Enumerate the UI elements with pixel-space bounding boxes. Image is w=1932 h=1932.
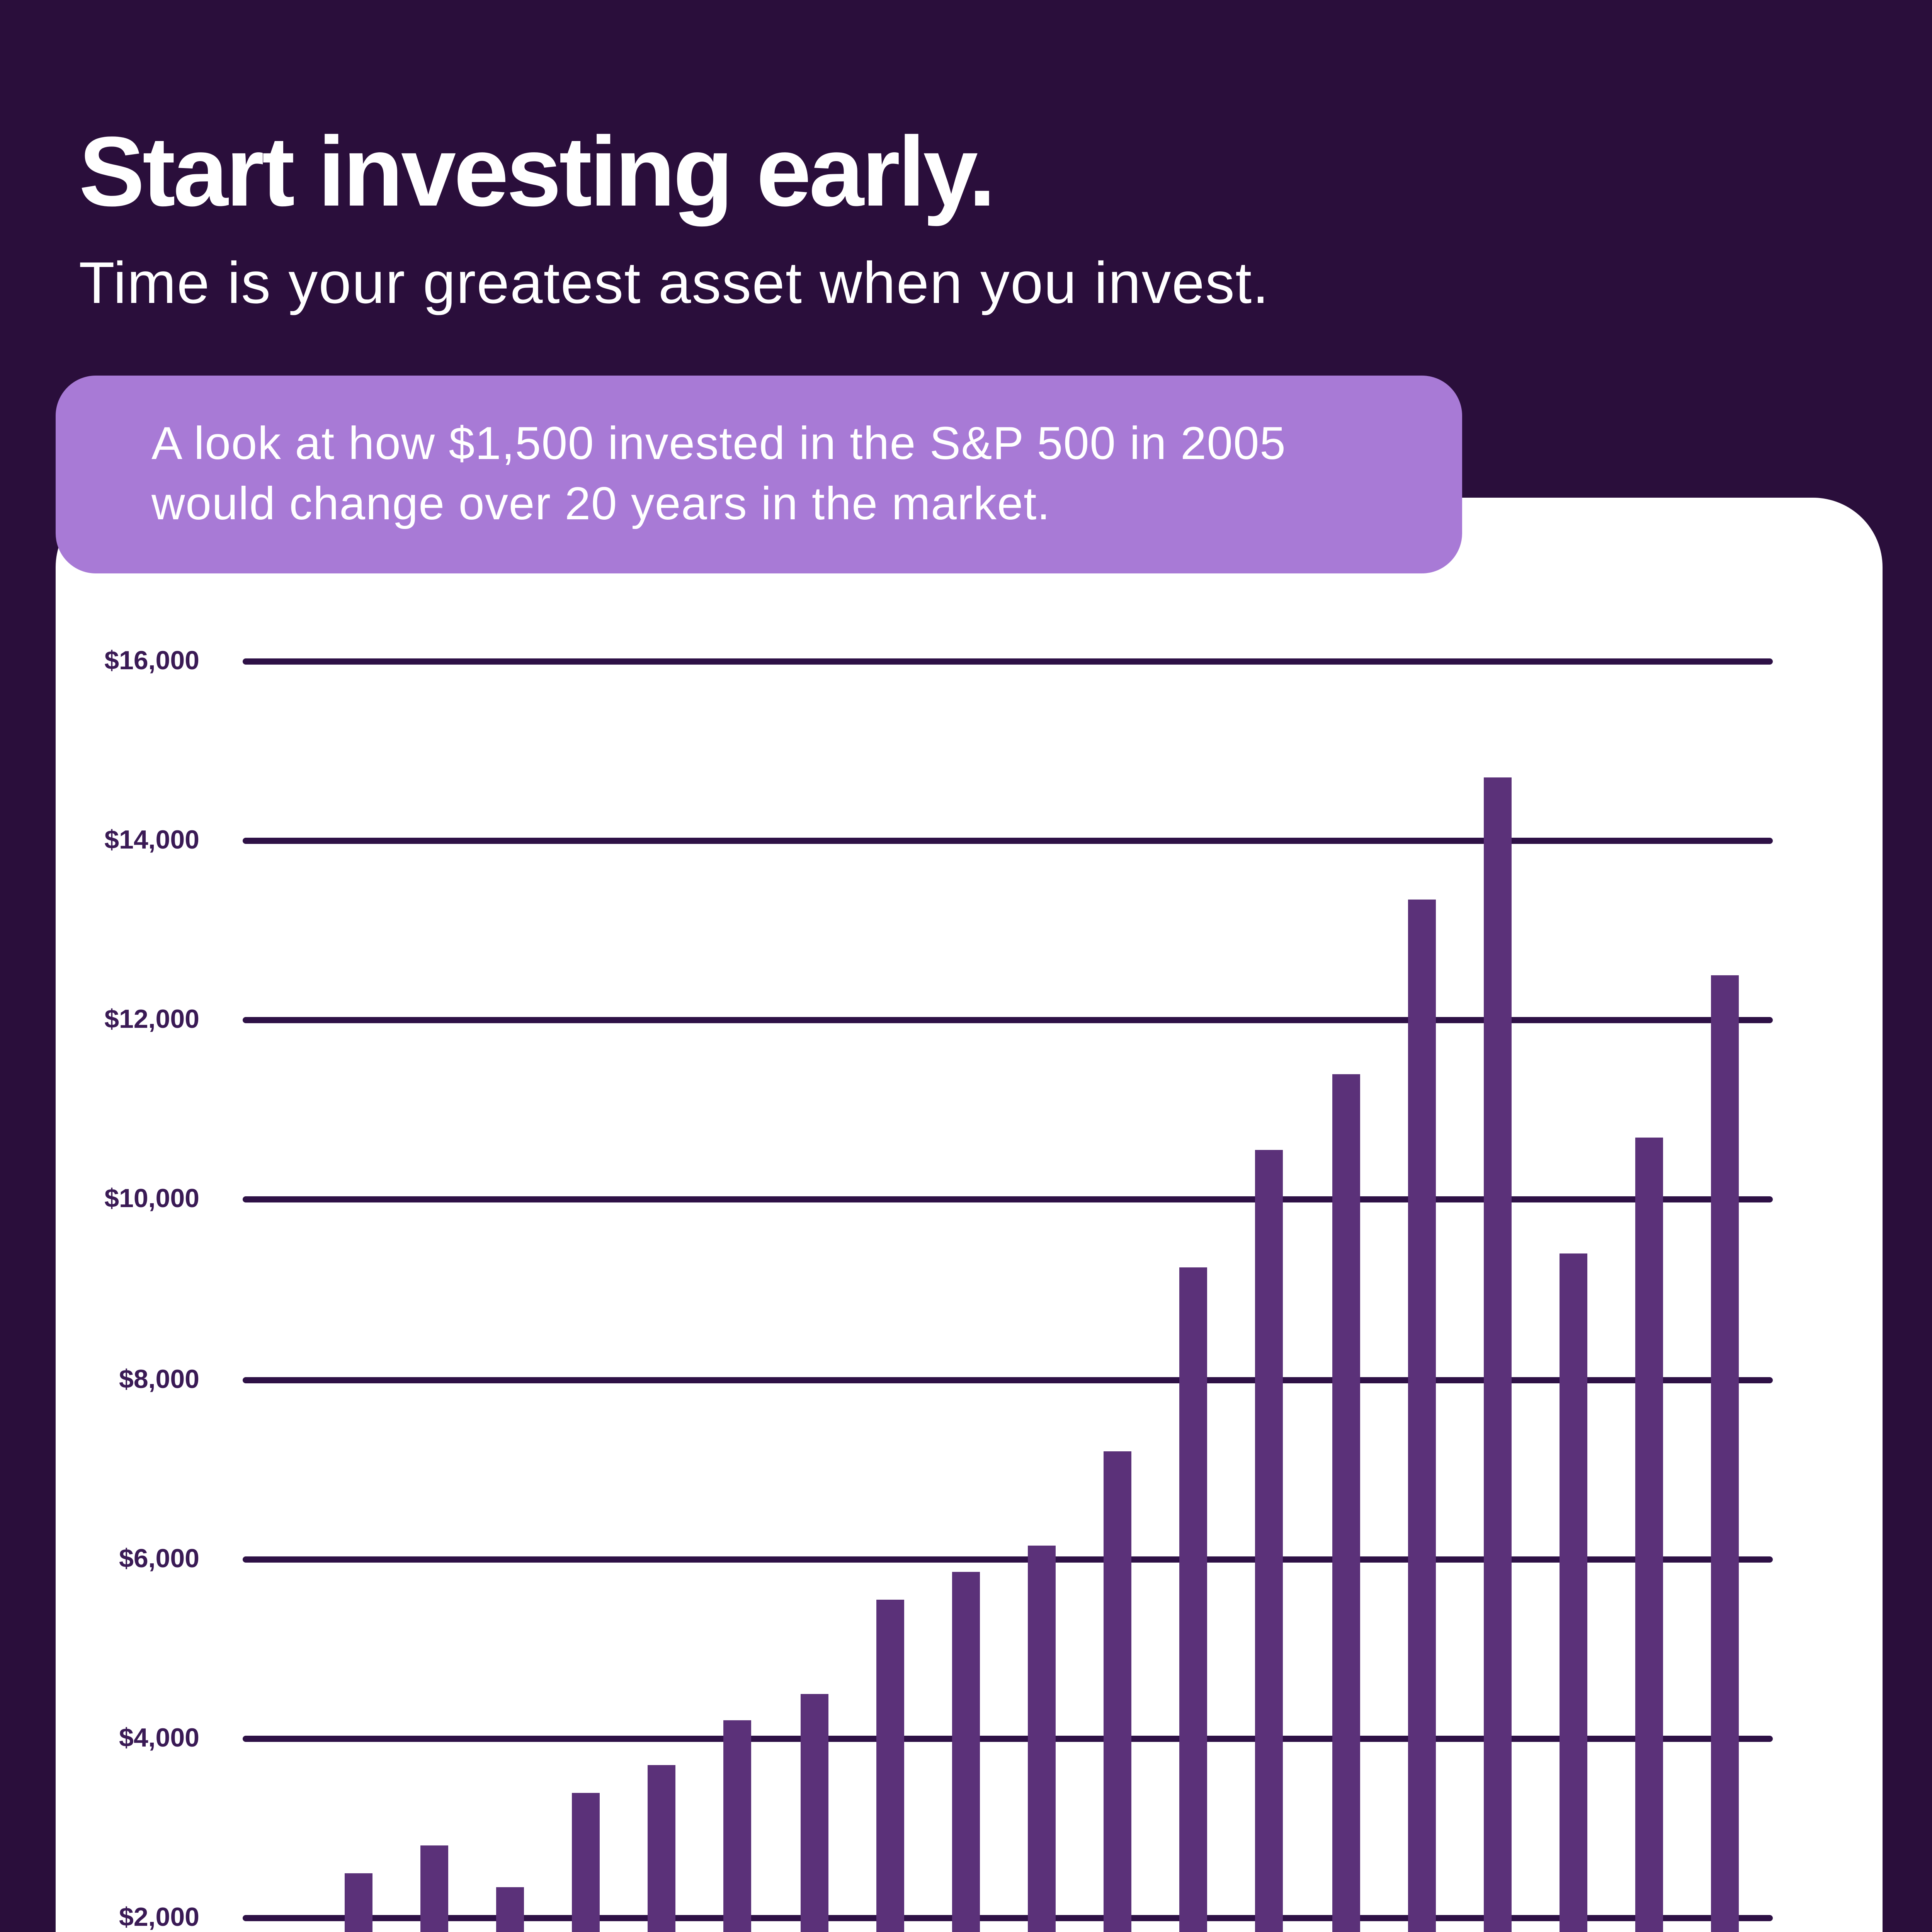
bar-09-growth — [876, 1599, 904, 1932]
bar-03-growth — [420, 1846, 448, 1932]
bar-13-growth — [1180, 1267, 1208, 1932]
y-axis-label-6000: $6,000 — [119, 1543, 199, 1573]
bar-14-growth — [1255, 1150, 1284, 1932]
y-axis-label-14000: $14,000 — [104, 825, 199, 855]
chart-card: $0$2,000$4,000$6,000$8,000$10,000$12,000… — [56, 498, 1883, 1932]
y-gridline-12000 — [243, 1017, 1773, 1024]
bar-02-growth — [344, 1873, 372, 1932]
bar-17-growth — [1483, 778, 1512, 1932]
bar-04-growth — [496, 1886, 524, 1932]
bar-06-growth — [648, 1765, 676, 1932]
y-axis-label-8000: $8,000 — [119, 1364, 199, 1393]
bar-19-growth — [1635, 1137, 1663, 1932]
header: Start investing early. Time is your grea… — [79, 116, 1886, 320]
y-gridline-2000 — [243, 1915, 1773, 1921]
callout-text: A look at how $1,500 invested in the S&P… — [151, 419, 1286, 530]
y-gridline-4000 — [243, 1735, 1773, 1742]
y-gridline-16000 — [243, 658, 1773, 665]
y-gridline-8000 — [243, 1376, 1773, 1383]
bar-16-growth — [1408, 899, 1435, 1932]
bar-10-growth — [952, 1572, 980, 1932]
bar-15-growth — [1332, 1074, 1360, 1932]
y-axis-label-16000: $16,000 — [104, 646, 199, 675]
y-axis-label-4000: $4,000 — [119, 1723, 199, 1752]
y-gridline-10000 — [243, 1197, 1773, 1203]
bar-12-growth — [1104, 1451, 1132, 1932]
bar-18-growth — [1560, 1253, 1588, 1932]
page-subtitle: Time is your greatest asset when you inv… — [79, 251, 1270, 316]
bar-11-growth — [1028, 1545, 1056, 1932]
y-axis-label-2000: $2,000 — [119, 1902, 199, 1932]
y-gridline-6000 — [243, 1556, 1773, 1562]
bar-08-growth — [800, 1693, 828, 1932]
chart: $0$2,000$4,000$6,000$8,000$10,000$12,000… — [56, 498, 1883, 1932]
y-gridline-14000 — [243, 838, 1773, 844]
y-axis-label-10000: $10,000 — [104, 1184, 199, 1214]
callout: A look at how $1,500 invested in the S&P… — [56, 376, 1462, 573]
bar-20-growth — [1711, 975, 1740, 1932]
page-title: Start investing early. — [79, 116, 996, 227]
bar-07-growth — [724, 1720, 752, 1932]
bar-05-growth — [572, 1792, 600, 1932]
y-axis-label-12000: $12,000 — [104, 1005, 199, 1034]
